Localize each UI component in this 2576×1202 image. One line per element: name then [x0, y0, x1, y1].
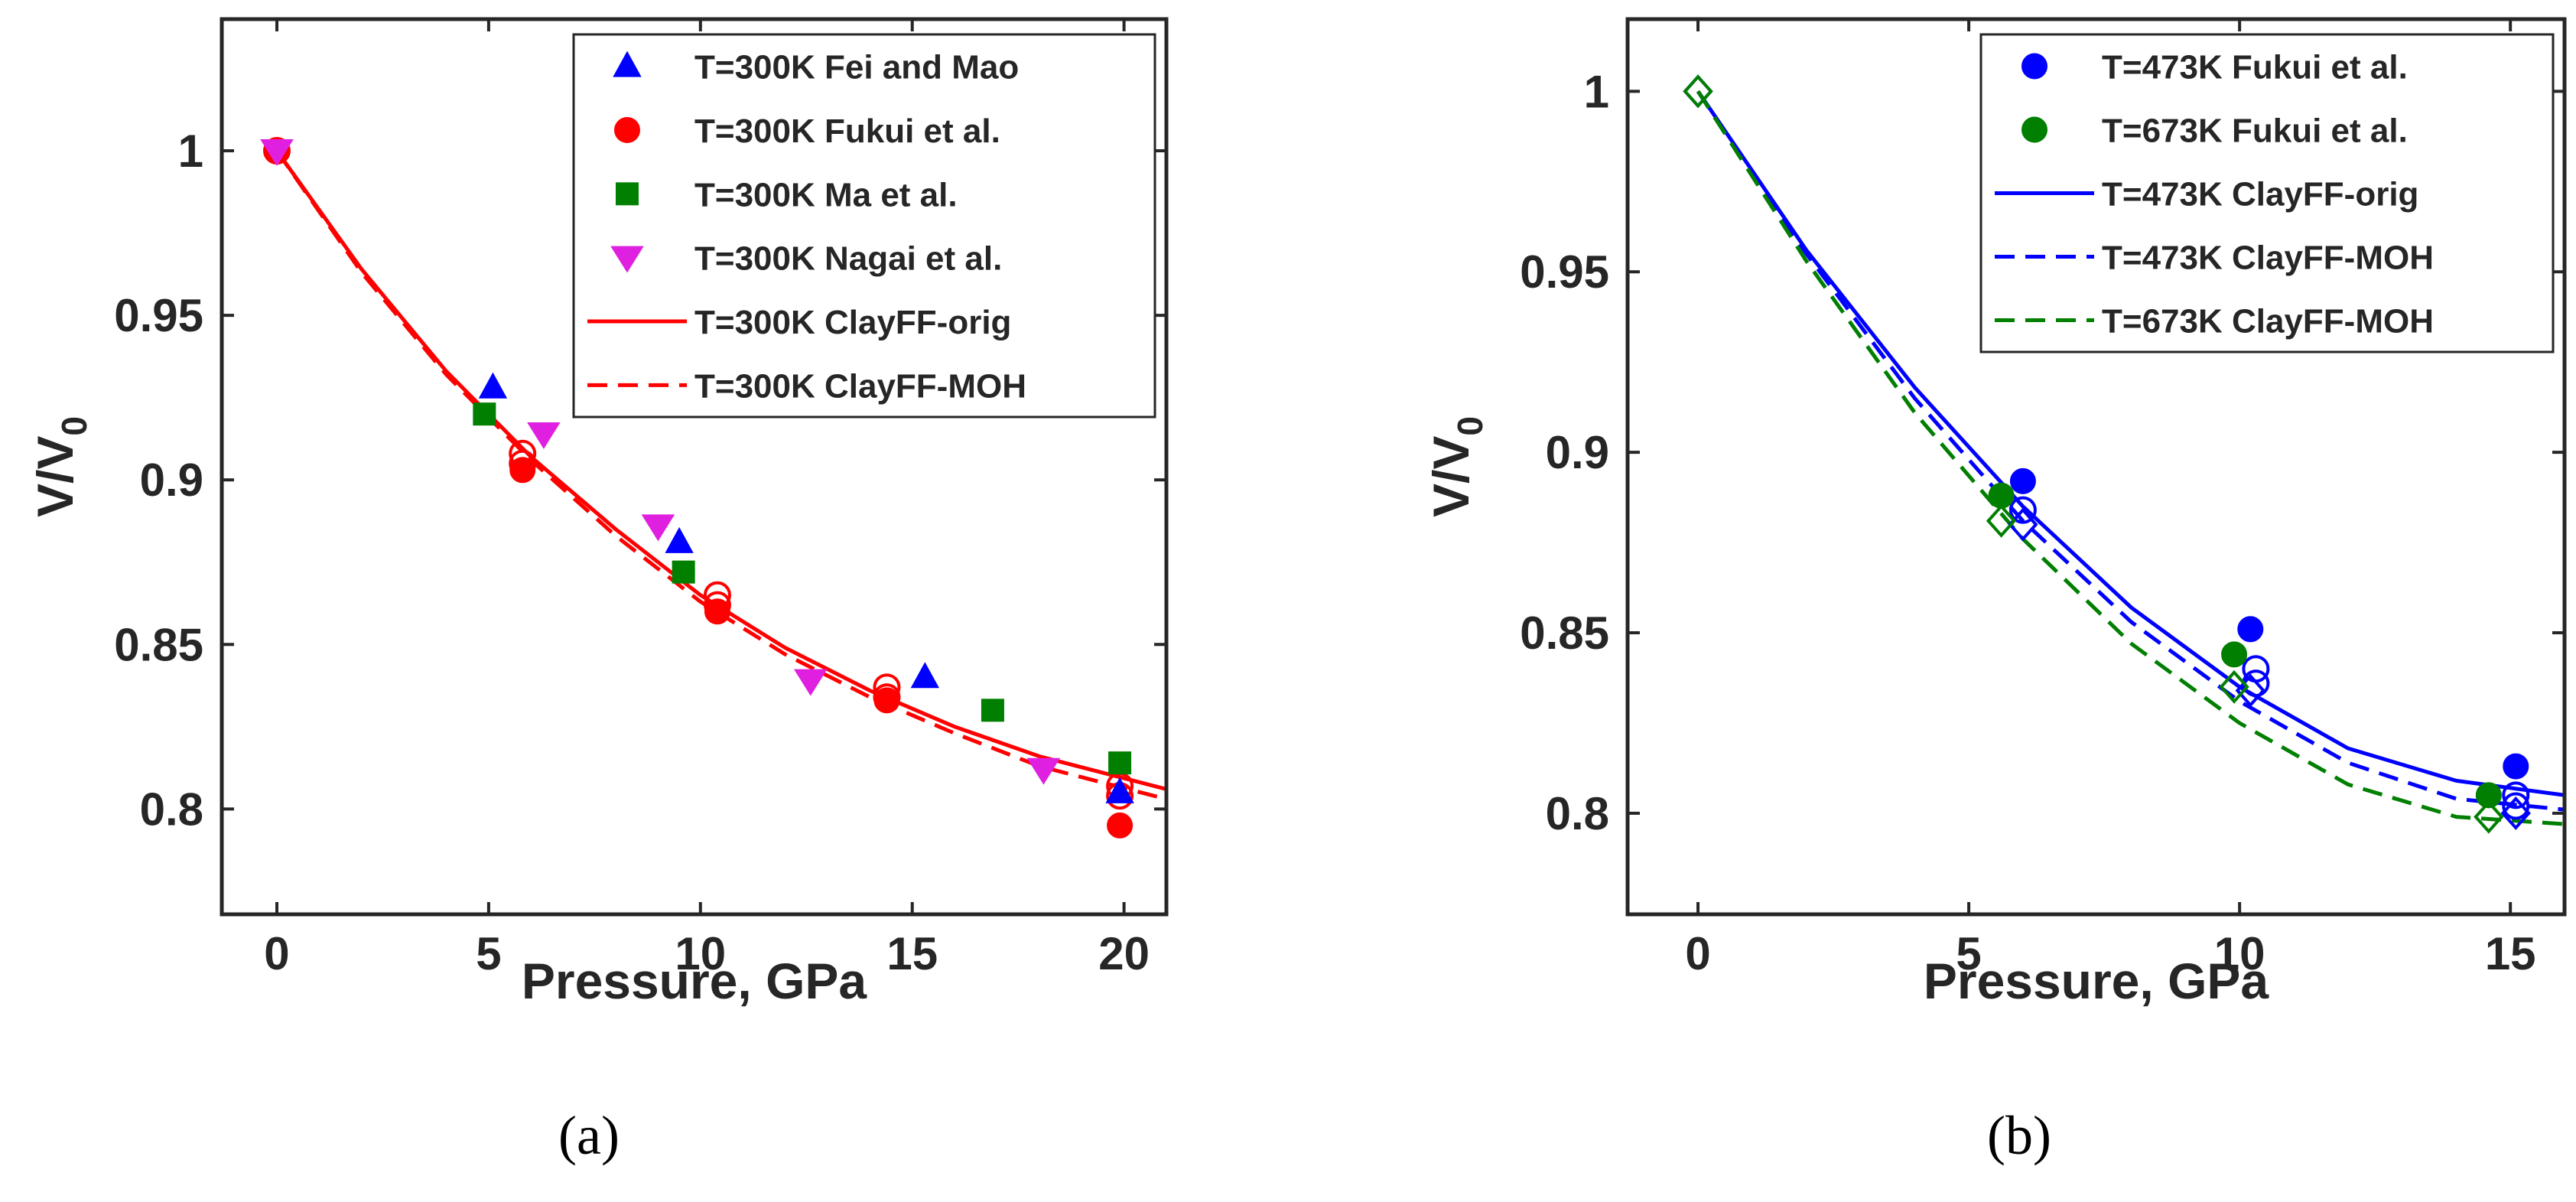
data-point-t-300k-ma-et-al: [672, 560, 695, 584]
legend-label-t-473k-clayff-orig: T=473K ClayFF-orig: [2102, 176, 2418, 213]
legend-label-t-300k-fukui-et-al: T=300K Fukui et al.: [694, 112, 1000, 150]
open-marker-diamond: [1683, 74, 1713, 109]
legend-label-t-473k-fukui-et-al: T=473K Fukui et al.: [2102, 49, 2408, 86]
x-tick-label: 0: [264, 928, 289, 979]
plot-frame: [1625, 17, 2567, 917]
y-axis-label: V/V0: [27, 416, 94, 517]
legend-marker-t-300k-fukui-et-al: [614, 117, 640, 143]
panel-label-b: (b): [1987, 1105, 2051, 1166]
plot-data: [1683, 74, 2565, 834]
y-tick-label: 0.8: [1546, 788, 1609, 839]
legend: T=300K Fei and Mao T=300K Fukui et al. T=3…: [572, 33, 1156, 419]
open-marker-circle: [2502, 792, 2530, 820]
legend-label-t-300k-clayff-orig: T=300K ClayFF-orig: [694, 304, 1011, 341]
y-tick-label: 0.9: [140, 454, 203, 506]
data-point-t-473k-fukui-et-al: [2009, 467, 2036, 494]
panel-b: (b) 0 5 10 15 0.8 0.85 0.9 0.95 1 Pressure, GPa V/…: [1423, 17, 2567, 1166]
legend-label-t-300k-fei-and-mao: T=300K Fei and Mao: [694, 49, 1019, 86]
data-point-t-300k-fei-and-mao: [478, 372, 508, 399]
data-point-t-300k-fei-and-mao: [1105, 777, 1134, 803]
legend: T=473K Fukui et al. T=673K Fukui et al. T=…: [1979, 33, 2555, 353]
open-marker-diamond: [2474, 800, 2504, 834]
data-point-t-300k-fukui-et-al: [509, 457, 536, 484]
data-point-t-673k-fukui-et-al: [1988, 482, 2015, 509]
data-point-t-300k-nagai-et-al: [793, 669, 828, 696]
y-tick-label: 0.9: [1546, 427, 1609, 478]
data-point-t-300k-nagai-et-al: [260, 139, 294, 166]
y-tick-label: 0.95: [1520, 246, 1609, 298]
legend-label-t-673k-fukui-et-al: T=673K Fukui et al.: [2102, 112, 2408, 150]
data-point-t-300k-fei-and-mao: [910, 662, 940, 689]
y-tick-label: 1: [178, 125, 203, 177]
x-tick-label: 5: [476, 928, 501, 979]
open-marker-diamond: [2219, 669, 2249, 704]
y-axis-label-subscript: 0: [1450, 416, 1490, 436]
data-point-t-473k-fukui-et-al: [2237, 616, 2264, 643]
open-marker-circle: [2008, 496, 2037, 524]
data-point-t-300k-ma-et-al: [473, 402, 496, 426]
x-axis-label: Pressure, GPa: [522, 953, 868, 1009]
x-tick-label: 15: [2485, 928, 2536, 979]
legend-marker-t-673k-fukui-et-al: [2021, 116, 2047, 143]
legend-label-t-300k-nagai-et-al: T=300K Nagai et al.: [694, 240, 1002, 278]
plot-data: [260, 137, 1166, 839]
plot-frame: [220, 17, 1169, 917]
series-line-t-300k-clayff-moh: [275, 149, 1166, 801]
x-tick-label: 10: [675, 928, 726, 979]
x-tick-label: 5: [1956, 928, 1981, 979]
data-point-t-673k-fukui-et-al: [2475, 782, 2502, 809]
legend-label-t-300k-clayff-moh: T=300K ClayFF-MOH: [694, 367, 1026, 405]
legend-marker-t-300k-nagai-et-al: [610, 246, 644, 273]
legend-box: [572, 33, 1156, 419]
legend-label-t-300k-ma-et-al: T=300K Ma et al.: [694, 176, 958, 213]
panel-a: (a) 0 5 10 15 20 0.8 0.85 0.9 0.95 1 Pressure, GPa…: [27, 17, 1169, 1166]
data-point-t-300k-fukui-et-al: [873, 687, 900, 714]
data-point-t-300k-nagai-et-al: [527, 422, 561, 449]
y-tick-label: 0.95: [114, 290, 203, 341]
data-point-t-300k-fukui-et-al: [704, 598, 730, 625]
legend-label-t-673k-clayff-moh: T=673K ClayFF-MOH: [2102, 303, 2434, 340]
legend-marker-t-473k-fukui-et-al: [2021, 53, 2047, 80]
legend-marker-t-300k-fei-and-mao: [613, 50, 642, 77]
x-axis-label: Pressure, GPa: [1924, 953, 2270, 1009]
x-tick-label: 15: [886, 928, 938, 979]
open-marker-diamond: [1986, 503, 2017, 538]
data-point-t-473k-fukui-et-al: [2503, 753, 2529, 780]
y-tick-label: 0.85: [114, 619, 203, 670]
data-point-t-300k-ma-et-al: [1108, 751, 1132, 775]
series-line-t-473k-clayff-moh: [1696, 90, 2565, 812]
y-tick-label: 1: [1584, 66, 1609, 117]
x-tick-label: 20: [1098, 928, 1150, 979]
panel-label-a: (a): [558, 1105, 620, 1166]
open-marker-circle: [2502, 781, 2530, 809]
data-point-t-300k-nagai-et-al: [641, 514, 675, 542]
data-point-t-300k-fei-and-mao: [665, 526, 694, 553]
series-line-t-473k-clayff-orig: [1696, 90, 2565, 797]
legend-marker-t-300k-ma-et-al: [616, 182, 639, 206]
y-axis-label: V/V0: [1423, 416, 1490, 517]
data-point-t-673k-fukui-et-al: [2221, 641, 2248, 668]
data-point-t-300k-fukui-et-al: [1107, 812, 1134, 839]
open-marker-diamond: [2235, 673, 2265, 708]
data-point-t-300k-nagai-et-al: [1026, 757, 1061, 785]
y-tick-label: 0.85: [1520, 608, 1609, 659]
x-tick-label: 10: [2214, 928, 2265, 979]
data-point-t-300k-ma-et-al: [981, 699, 1004, 722]
open-marker-diamond: [2500, 796, 2531, 830]
y-axis-label-subscript: 0: [54, 416, 94, 436]
x-tick-label: 0: [1685, 928, 1710, 979]
series-line-t-673k-clayff-moh: [1696, 90, 2565, 826]
legend-label-t-473k-clayff-moh: T=473K ClayFF-MOH: [2102, 239, 2434, 277]
y-tick-label: 0.8: [140, 783, 203, 835]
series-line-t-300k-clayff-orig: [275, 149, 1166, 791]
